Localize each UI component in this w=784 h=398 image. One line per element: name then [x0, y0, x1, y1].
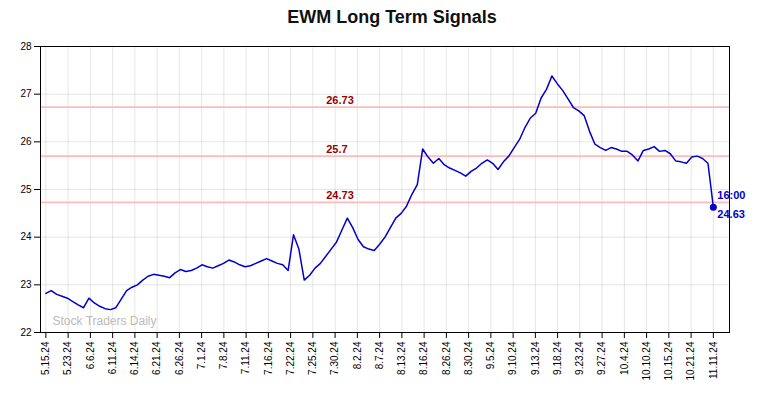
svg-text:11.11.24: 11.11.24	[708, 341, 719, 379]
svg-text:8.26.24: 8.26.24	[441, 341, 452, 375]
svg-text:25.7: 25.7	[326, 143, 347, 155]
svg-text:9.13.24: 9.13.24	[530, 341, 541, 375]
svg-text:10.4.24: 10.4.24	[619, 341, 630, 375]
svg-text:8.2.24: 8.2.24	[352, 341, 363, 369]
svg-text:7.1.24: 7.1.24	[196, 341, 207, 369]
svg-text:6.26.24: 6.26.24	[174, 341, 185, 375]
svg-text:5.15.24: 5.15.24	[40, 341, 51, 375]
svg-text:7.25.24: 7.25.24	[307, 341, 318, 375]
svg-text:10.21.24: 10.21.24	[685, 341, 696, 380]
svg-text:10.15.24: 10.15.24	[663, 341, 674, 380]
svg-text:9.10.24: 9.10.24	[507, 341, 518, 375]
svg-text:24.63: 24.63	[717, 208, 745, 220]
svg-text:16:00: 16:00	[717, 189, 745, 201]
svg-text:6.21.24: 6.21.24	[151, 341, 162, 375]
svg-text:6.6.24: 6.6.24	[85, 341, 96, 369]
svg-text:6.11.24: 6.11.24	[107, 341, 118, 374]
svg-text:26: 26	[20, 136, 32, 147]
svg-text:23: 23	[20, 279, 32, 290]
svg-text:7.16.24: 7.16.24	[263, 341, 274, 375]
svg-text:9.27.24: 9.27.24	[596, 341, 607, 375]
html-text:EWM Long Term Signals: EWM Long Term Signals	[287, 7, 497, 27]
svg-text:24: 24	[20, 231, 32, 242]
svg-text:26.73: 26.73	[326, 94, 354, 106]
svg-text:8.7.24: 8.7.24	[374, 341, 385, 369]
svg-text:9.18.24: 9.18.24	[552, 341, 563, 375]
svg-text:8.13.24: 8.13.24	[396, 341, 407, 375]
svg-text:9.5.24: 9.5.24	[485, 341, 496, 369]
svg-text:7.30.24: 7.30.24	[329, 341, 340, 375]
svg-text:6.14.24: 6.14.24	[129, 341, 140, 375]
svg-text:24.73: 24.73	[326, 189, 354, 201]
svg-text:7.8.24: 7.8.24	[218, 341, 229, 369]
svg-text:10.10.24: 10.10.24	[641, 341, 652, 380]
svg-text:Stock Traders Daily: Stock Traders Daily	[53, 314, 157, 328]
svg-text:22: 22	[20, 327, 32, 338]
svg-text:28: 28	[20, 41, 32, 52]
svg-text:25: 25	[20, 184, 32, 195]
svg-text:8.30.24: 8.30.24	[463, 341, 474, 375]
svg-text:7.11.24: 7.11.24	[240, 341, 251, 374]
svg-text:7.22.24: 7.22.24	[285, 341, 296, 375]
svg-text:9.23.24: 9.23.24	[574, 341, 585, 375]
svg-text:27: 27	[20, 88, 32, 99]
svg-text:5.23.24: 5.23.24	[62, 341, 73, 375]
svg-text:8.16.24: 8.16.24	[418, 341, 429, 375]
